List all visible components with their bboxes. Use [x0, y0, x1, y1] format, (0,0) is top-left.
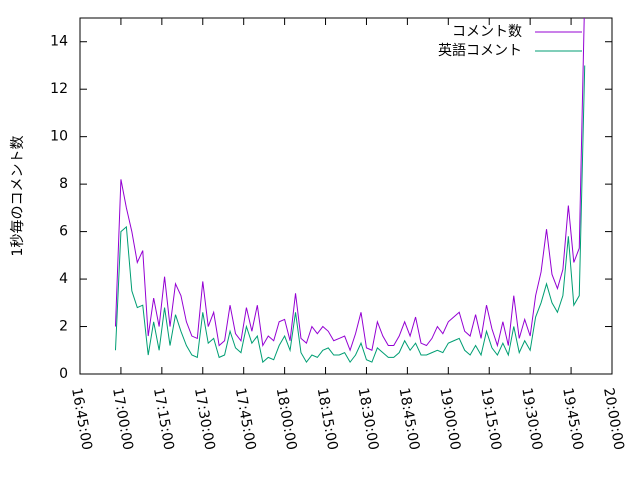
x-tick-label: 18:00:00	[273, 387, 300, 452]
x-tick-label: 19:30:00	[518, 387, 545, 452]
y-tick-label: 12	[50, 81, 68, 97]
x-tick-label: 18:45:00	[396, 387, 423, 452]
x-tick-label: 19:45:00	[559, 387, 586, 452]
x-tick-label: 18:15:00	[314, 387, 341, 452]
series-line	[114, 65, 586, 364]
y-tick-label: 8	[59, 176, 68, 192]
y-tick-label: 2	[59, 319, 68, 335]
y-tick-label: 14	[50, 34, 68, 50]
x-tick-label: 17:15:00	[150, 387, 177, 452]
x-tick-label: 16:45:00	[68, 387, 95, 452]
x-tick-label: 18:30:00	[355, 387, 382, 452]
legend-label: コメント数	[452, 24, 522, 40]
legend-label: 英語コメント	[438, 42, 522, 59]
y-tick-label: 0	[59, 366, 68, 382]
plot-frame	[79, 17, 613, 375]
y-tick-label: 6	[59, 224, 68, 240]
x-tick-label: 19:15:00	[477, 387, 504, 452]
x-tick-label: 19:00:00	[436, 387, 463, 452]
plot-area	[114, 18, 586, 364]
y-axis-label: 1秒毎のコメント数	[10, 136, 26, 257]
x-tick-label: 17:00:00	[109, 387, 136, 452]
y-tick-label: 10	[50, 129, 68, 145]
x-tick-label: 17:45:00	[232, 387, 259, 452]
x-tick-label: 17:30:00	[191, 387, 218, 452]
x-tick-label: 20:00:00	[600, 387, 627, 452]
y-tick-label: 4	[59, 271, 68, 287]
series-line	[114, 18, 585, 352]
